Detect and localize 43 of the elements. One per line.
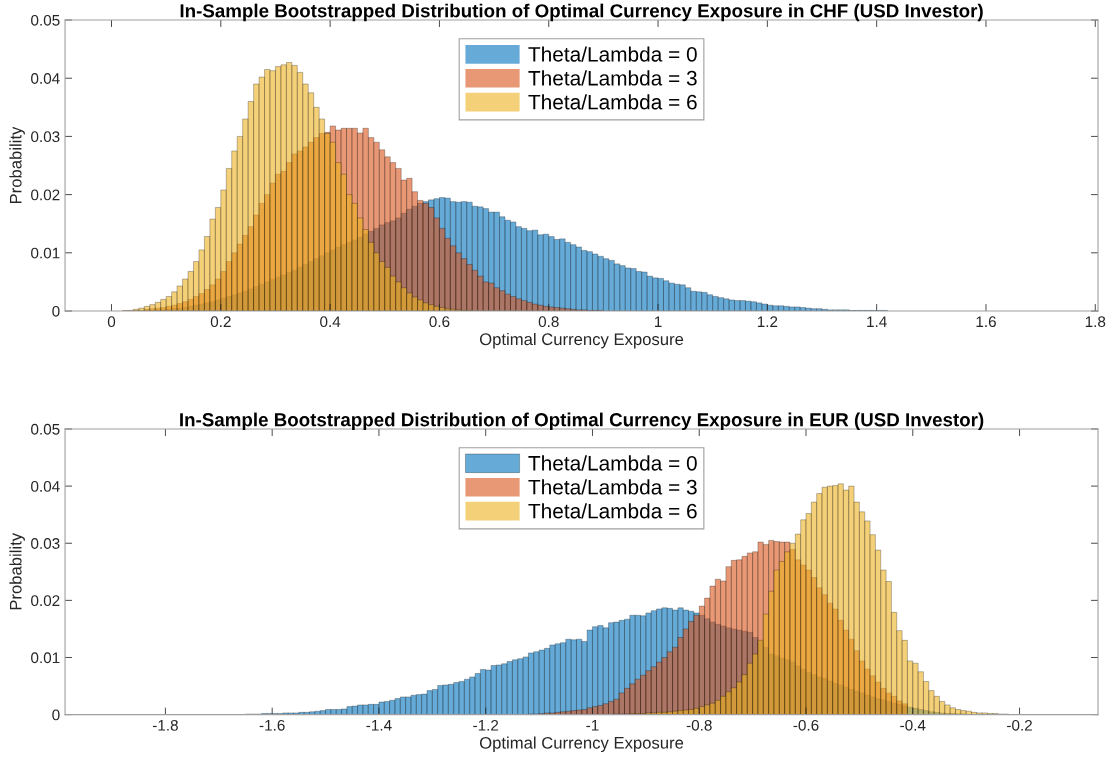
x-tick-label: -1.6: [259, 719, 285, 731]
y-tick-label: 0.03: [31, 131, 60, 143]
y-axis-title: Probability: [9, 126, 25, 204]
x-tick-label: -0.8: [686, 719, 712, 731]
x-tick-label: 1.8: [1085, 316, 1106, 328]
y-tick-label: 0.02: [31, 595, 60, 607]
x-tick-label: -1: [586, 720, 599, 731]
y-tick-label: 0.01: [31, 652, 60, 664]
y-tick-label: 0: [52, 709, 60, 721]
legend-label: Theta/Lambda = 3: [528, 479, 697, 495]
y-tick-label: 0.03: [31, 538, 60, 549]
x-tick-label: -1.8: [152, 719, 178, 731]
chart-title: In-Sample Bootstrapped Distribution of Optimal Currency Exposure in CHF (USD Investor): [180, 3, 983, 22]
x-axis-title: Optimal Currency Exposure: [479, 736, 684, 753]
x-tick-label: -0.6: [793, 719, 819, 731]
legend-label: Theta/Lambda = 0: [528, 46, 697, 62]
x-tick-label: -0.2: [1007, 719, 1032, 731]
y-tick-label: 0.05: [31, 423, 60, 435]
x-tick-label: 1: [654, 316, 662, 327]
x-tick-label: 0.4: [320, 316, 341, 328]
x-tick-label: -0.4: [900, 719, 926, 731]
x-tick-label: 0.8: [538, 316, 559, 328]
legend-label: Theta/Lambda = 3: [528, 70, 697, 86]
y-tick-label: 0.02: [31, 189, 60, 201]
y-tick-label: 0.04: [31, 73, 60, 84]
x-tick-label: 1.2: [757, 316, 778, 327]
x-tick-label: 0: [107, 316, 116, 328]
x-tick-label: -1.2: [473, 719, 499, 731]
y-tick-label: 0.04: [31, 480, 60, 492]
x-tick-label: 1.4: [867, 316, 887, 327]
y-tick-label: 0: [52, 305, 60, 317]
y-tick-label: 0.01: [31, 247, 60, 259]
chart-title: In-Sample Bootstrapped Distribution of Optimal Currency Exposure in EUR (USD Investor): [180, 412, 984, 431]
y-axis-title: Probability: [9, 532, 25, 610]
x-tick-label: 0.2: [210, 316, 231, 328]
legend-label: Theta/Lambda = 6: [528, 503, 697, 519]
x-tick-label: 0.6: [429, 316, 450, 328]
legend-label: Theta/Lambda = 0: [528, 455, 697, 471]
x-tick-label: -1.4: [366, 720, 392, 731]
x-tick-label: 1.6: [976, 316, 996, 328]
x-axis-title: Optimal Currency Exposure: [479, 332, 684, 349]
legend-label: Theta/Lambda = 6: [528, 94, 697, 110]
y-tick-label: 0.05: [31, 14, 60, 26]
